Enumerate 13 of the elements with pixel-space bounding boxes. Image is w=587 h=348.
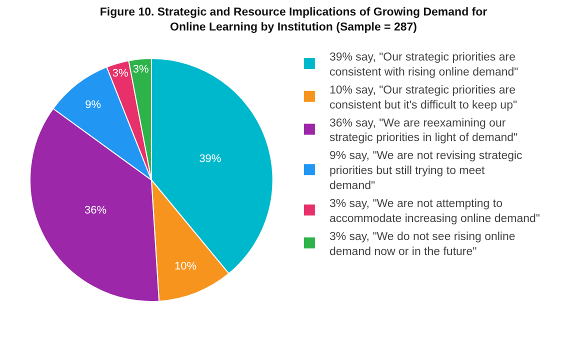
data-label: 3% — [112, 67, 129, 80]
data-label: 36% — [84, 204, 107, 217]
data-label: 10% — [174, 260, 197, 272]
legend-label: 3% say, "We do not see rising online demand now or in the future" — [329, 230, 516, 258]
chart-title: Figure 10. Strategic and Resource Implications of Growing Demand for Online Learning by Institution (Sample = 287) — [100, 6, 488, 34]
legend-label: 36% say, "We are reexamining our strategic priorities in light of demand" — [329, 117, 518, 144]
data-label: 39% — [199, 152, 222, 165]
data-label: 9% — [85, 98, 102, 111]
legend-label: 9% say, "We are not revising strategic priorities but still trying to meet demand" — [329, 150, 523, 192]
legend-label: 10% say, "Our strategic priorities are consistent but it's difficult to keep up" — [329, 84, 518, 112]
data-label: 3% — [132, 64, 150, 76]
legend-label: 39% say, "Our strategic priorities are consistent with rising online demand" — [329, 51, 518, 78]
legend-label: 3% say, "We are not attempting to accommodate increasing online demand" — [329, 198, 540, 225]
